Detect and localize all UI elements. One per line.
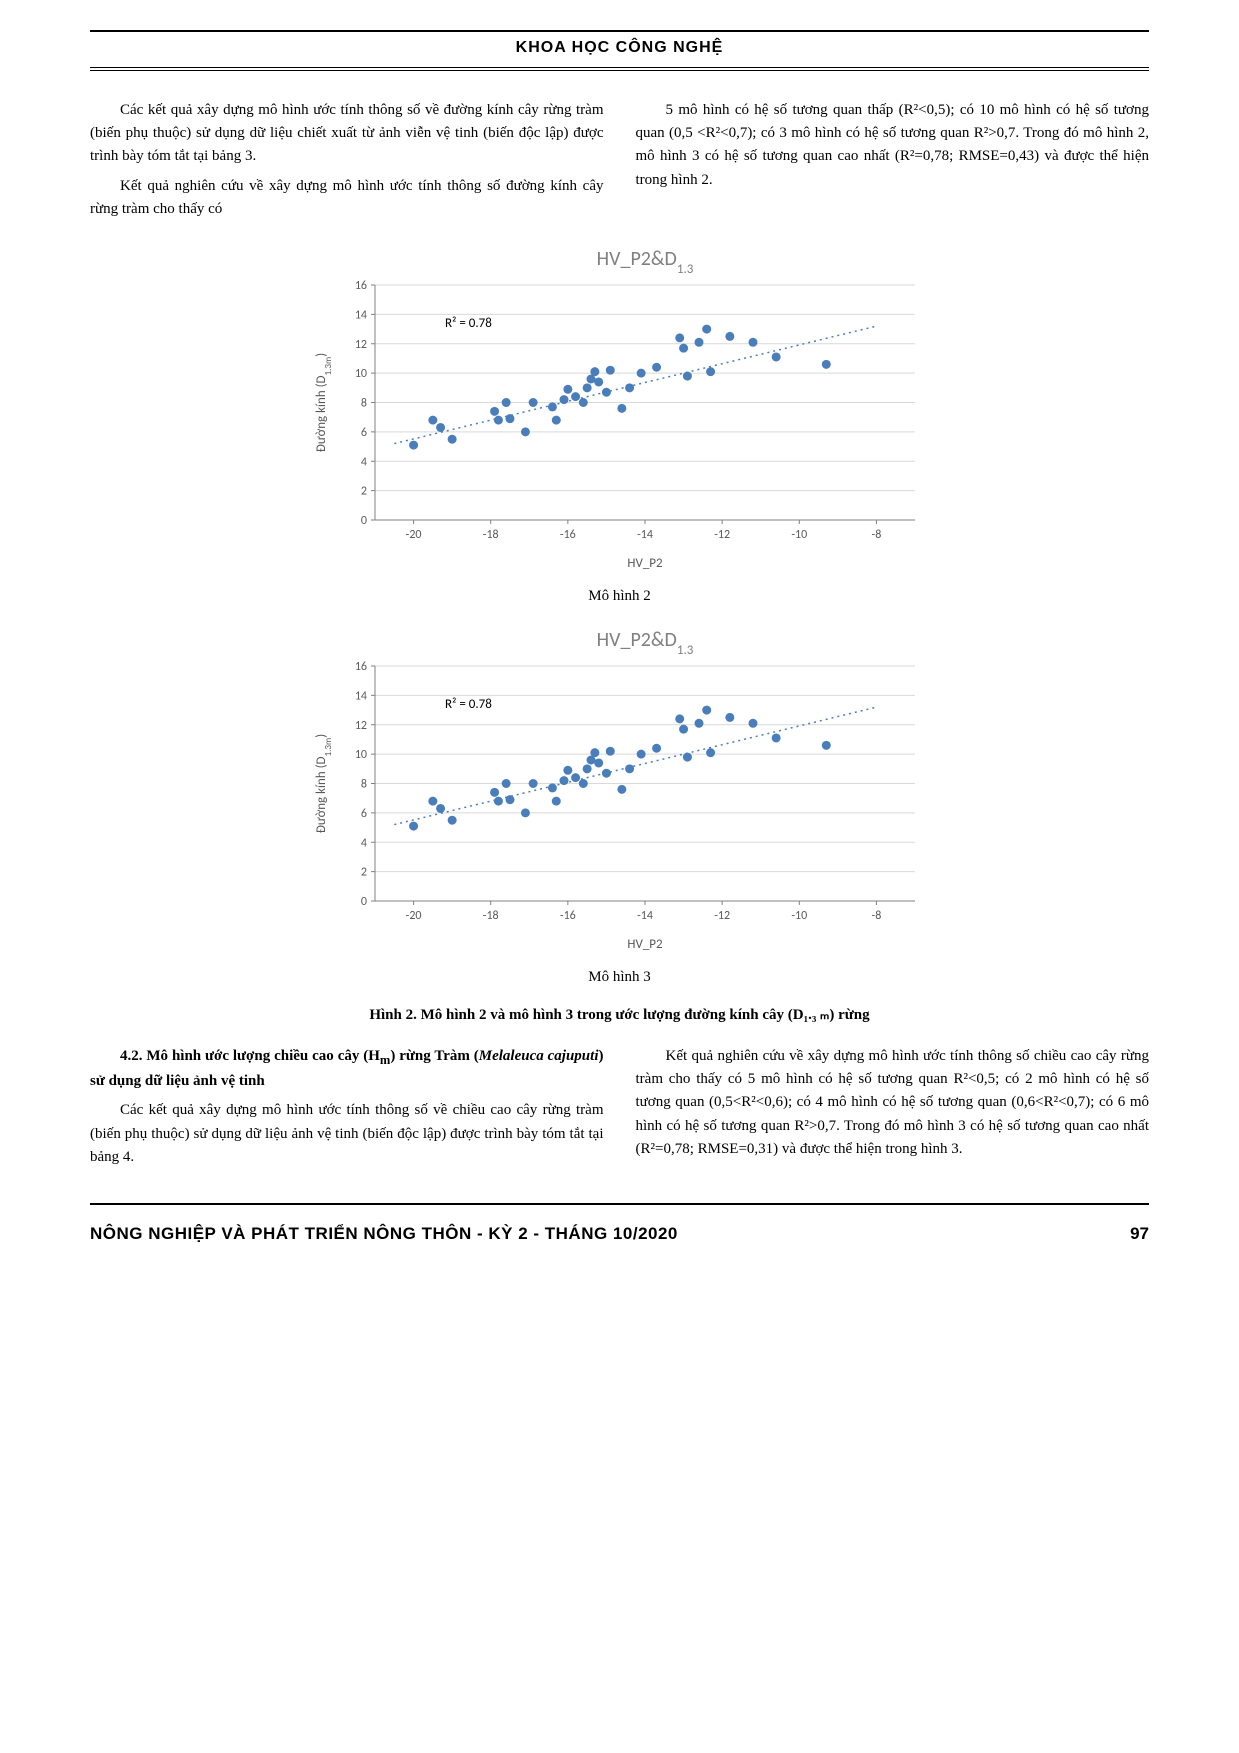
section-42-block: 4.2. Mô hình ước lượng chiều cao cây (Hm… [90, 1045, 1149, 1175]
scatter-chart-2: 0 2 4 6 8 10 12 14 16 -20 -18 -16 -14 -12 -10 -8 HV_P2&D… [295, 626, 945, 956]
footer-text: NÔNG NGHIỆP VÀ PHÁT TRIỂN NÔNG THÔN - KỲ… [90, 1221, 678, 1247]
svg-text:16: 16 [354, 660, 366, 674]
chart1-section: 0 2 4 6 8 10 12 14 16 -20 -18 -16 -14 -12 -10 -8 HV_P2&D… [90, 245, 1149, 608]
page-header: KHOA HỌC CÔNG NGHỆ [90, 30, 1149, 71]
top-text-block: Các kết quả xây dựng mô hình ước tính th… [90, 99, 1149, 227]
svg-text:-16: -16 [559, 528, 575, 542]
svg-text:0: 0 [360, 514, 366, 528]
svg-text:10: 10 [354, 748, 366, 762]
chart2-caption: Mô hình 3 [90, 966, 1149, 989]
sec42-right-col: Kết quả nghiên cứu về xây dựng mô hình ư… [636, 1045, 1150, 1175]
chart2-section: 0 2 4 6 8 10 12 14 16 -20 -18 -16 -14 -12 -10 -8 HV_P2&D… [90, 626, 1149, 989]
sec42-heading: 4.2. Mô hình ước lượng chiều cao cây (Hm… [90, 1045, 604, 1094]
svg-text:2: 2 [360, 485, 366, 499]
svg-text:-14: -14 [637, 528, 653, 542]
svg-text:-18: -18 [482, 528, 498, 542]
svg-text:Đường kính (D1.3m): Đường kính (D1.3m) [314, 353, 334, 453]
svg-text:8: 8 [360, 397, 366, 411]
svg-text:R² = 0.78: R² = 0.78 [445, 697, 492, 712]
svg-text:-20: -20 [405, 528, 421, 542]
svg-text:-8: -8 [871, 909, 881, 923]
svg-text:-20: -20 [405, 909, 421, 923]
svg-text:HV_P2&D1.3: HV_P2&D1.3 [596, 247, 693, 277]
svg-text:6: 6 [360, 426, 366, 440]
svg-text:-12: -12 [714, 909, 730, 923]
svg-text:4: 4 [360, 455, 366, 469]
svg-text:10: 10 [354, 367, 366, 381]
sec42-h-pre: 4.2. Mô hình ước lượng chiều cao cây (H [120, 1048, 380, 1064]
svg-text:-10: -10 [791, 528, 807, 542]
svg-text:HV_P2: HV_P2 [627, 937, 663, 952]
top-left-col: Các kết quả xây dựng mô hình ước tính th… [90, 99, 604, 227]
svg-text:HV_P2&D1.3: HV_P2&D1.3 [596, 628, 693, 658]
top-right-p1: 5 mô hình có hệ số tương quan thấp (R²<0… [636, 99, 1150, 192]
svg-text:6: 6 [360, 807, 366, 821]
sec42-left-p1: Các kết quả xây dựng mô hình ước tính th… [90, 1099, 604, 1169]
svg-text:12: 12 [354, 338, 366, 352]
sec42-h-italic: Melaleuca cajuputi [479, 1048, 599, 1064]
svg-text:HV_P2: HV_P2 [627, 556, 663, 571]
header-title: KHOA HỌC CÔNG NGHỆ [516, 39, 724, 56]
svg-text:-14: -14 [637, 909, 653, 923]
svg-text:2: 2 [360, 866, 366, 880]
top-left-p2: Kết quả nghiên cứu về xây dựng mô hình ư… [90, 175, 604, 222]
svg-text:-18: -18 [482, 909, 498, 923]
svg-text:12: 12 [354, 719, 366, 733]
svg-text:16: 16 [354, 279, 366, 293]
svg-text:4: 4 [360, 837, 366, 851]
figure-2-caption: Hình 2. Mô hình 2 và mô hình 3 trong ước… [90, 1004, 1149, 1027]
top-right-col: 5 mô hình có hệ số tương quan thấp (R²<0… [636, 99, 1150, 227]
svg-text:R² = 0.78: R² = 0.78 [445, 316, 492, 331]
svg-text:0: 0 [360, 895, 366, 909]
page-footer: NÔNG NGHIỆP VÀ PHÁT TRIỂN NÔNG THÔN - KỲ… [90, 1203, 1149, 1247]
chart1-caption: Mô hình 2 [90, 585, 1149, 608]
svg-text:-12: -12 [714, 528, 730, 542]
svg-text:-16: -16 [559, 909, 575, 923]
sec42-left-col: 4.2. Mô hình ước lượng chiều cao cây (Hm… [90, 1045, 604, 1175]
page-number: 97 [1130, 1221, 1149, 1247]
top-left-p1: Các kết quả xây dựng mô hình ước tính th… [90, 99, 604, 169]
svg-text:-8: -8 [871, 528, 881, 542]
svg-text:-10: -10 [791, 909, 807, 923]
sec42-right-p1: Kết quả nghiên cứu về xây dựng mô hình ư… [636, 1045, 1150, 1161]
sec42-h-sub: m [380, 1053, 390, 1067]
svg-text:8: 8 [360, 778, 366, 792]
svg-text:14: 14 [354, 308, 366, 322]
sec42-h-post: ) rừng Tràm ( [390, 1048, 478, 1064]
svg-text:Đường kính (D1.3m): Đường kính (D1.3m) [314, 734, 334, 834]
svg-text:14: 14 [354, 690, 366, 704]
scatter-chart-1: 0 2 4 6 8 10 12 14 16 -20 -18 -16 -14 -12 -10 -8 HV_P2&D… [295, 245, 945, 575]
